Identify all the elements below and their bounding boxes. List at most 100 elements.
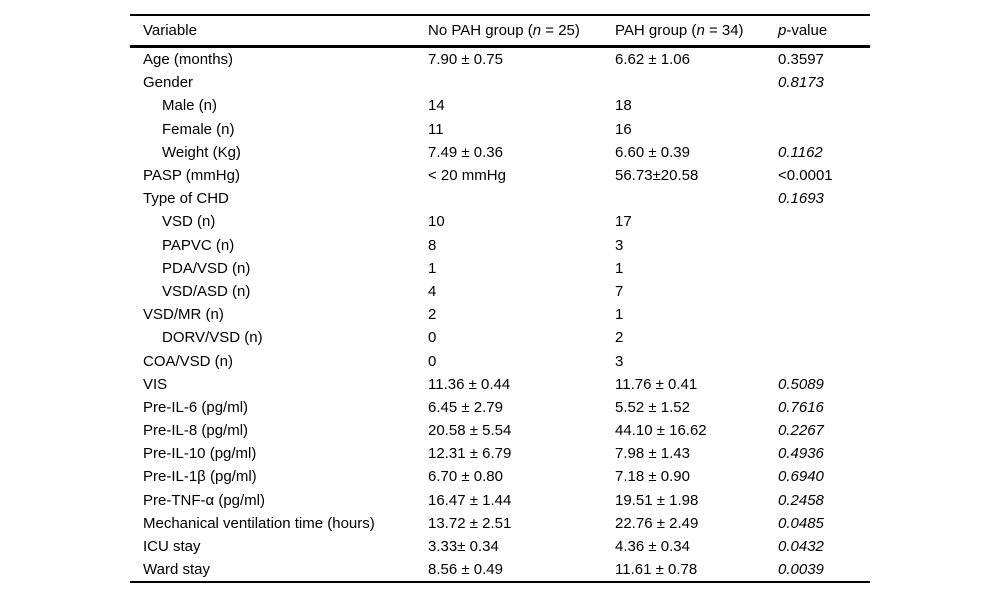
row-pah-value: 7 bbox=[615, 282, 624, 300]
paper-table-container: Variable No PAH group (n = 25) PAH group… bbox=[130, 14, 870, 584]
table-row: VSD (n) 10 17 bbox=[130, 210, 870, 233]
row-p-value: <0.0001 bbox=[778, 167, 833, 185]
row-no-pah-value: 11.36 ± 0.44 bbox=[428, 375, 511, 393]
row-no-pah-value: 8 bbox=[428, 236, 437, 254]
row-variable-label: Pre-IL-8 (pg/ml) bbox=[143, 422, 249, 440]
row-no-pah-value: 13.72 ± 2.51 bbox=[428, 514, 512, 532]
row-variable-label: Ward stay bbox=[143, 561, 210, 579]
table-row: Ward stay 8.56 ± 0.49 11.61 ± 0.78 0.003… bbox=[130, 558, 870, 582]
row-variable-label: Gender bbox=[143, 74, 194, 92]
table-row: Female (n) 11 16 bbox=[130, 118, 870, 141]
row-pah-value: 3 bbox=[615, 236, 624, 254]
row-no-pah-value: 1 bbox=[428, 259, 437, 277]
clinical-comparison-table: Variable No PAH group (n = 25) PAH group… bbox=[130, 14, 870, 584]
row-variable-label: PAPVC (n) bbox=[162, 236, 235, 254]
row-no-pah-value: 11 bbox=[428, 120, 444, 138]
row-pah-value: 4.36 ± 0.34 bbox=[615, 538, 690, 556]
row-no-pah-value: 3.33± 0.34 bbox=[428, 538, 499, 556]
row-pah-value: 16 bbox=[615, 120, 632, 138]
table-row: PDA/VSD (n) 1 1 bbox=[130, 257, 870, 280]
row-no-pah-value: < 20 mmHg bbox=[428, 167, 506, 185]
no-pah-header-text: No PAH group ( bbox=[428, 22, 533, 39]
row-p-value: 0.0485 bbox=[778, 514, 824, 532]
row-pah-value: 1 bbox=[615, 259, 624, 277]
row-pah-value: 56.73±20.58 bbox=[615, 167, 699, 185]
row-variable-label: COA/VSD (n) bbox=[143, 352, 234, 370]
pah-header-count: = 34) bbox=[704, 22, 744, 39]
row-variable-label: Pre-TNF-α (pg/ml) bbox=[143, 491, 265, 509]
row-pah-value: 6.60 ± 0.39 bbox=[615, 143, 690, 161]
row-variable-label: ICU stay bbox=[143, 538, 201, 556]
row-no-pah-value: 7.49 ± 0.36 bbox=[428, 143, 503, 161]
row-p-value bbox=[778, 280, 870, 303]
table-row: Pre-IL-1β (pg/ml) 6.70 ± 0.80 7.18 ± 0.9… bbox=[130, 465, 870, 488]
row-p-value: 0.5089 bbox=[778, 375, 824, 393]
table-row: VSD/ASD (n) 4 7 bbox=[130, 280, 870, 303]
table-body: Age (months) 7.90 ± 0.75 6.62 ± 1.06 0.3… bbox=[130, 47, 870, 583]
row-variable-label: VIS bbox=[143, 375, 168, 393]
row-pah-value: 6.62 ± 1.06 bbox=[615, 51, 690, 69]
row-variable-label: Weight (Kg) bbox=[162, 143, 241, 161]
row-variable-label: VSD/MR (n) bbox=[143, 306, 224, 324]
table-row: VIS 11.36 ± 0.44 11.76 ± 0.41 0.5089 bbox=[130, 373, 870, 396]
row-variable-label: Pre-IL-10 (pg/ml) bbox=[143, 445, 257, 463]
table-row: COA/VSD (n) 0 3 bbox=[130, 349, 870, 372]
row-no-pah-value: 8.56 ± 0.49 bbox=[428, 561, 503, 579]
row-pah-value: 3 bbox=[615, 352, 624, 370]
row-variable-label: DORV/VSD (n) bbox=[162, 329, 263, 347]
row-p-value bbox=[778, 326, 870, 349]
table-row: Type of CHD 0.1693 bbox=[130, 187, 870, 210]
table-row: Weight (Kg) 7.49 ± 0.36 6.60 ± 0.39 0.11… bbox=[130, 141, 870, 164]
row-pah-value: 5.52 ± 1.52 bbox=[615, 398, 690, 416]
row-variable-label: PDA/VSD (n) bbox=[162, 259, 251, 277]
row-pah-value: 18 bbox=[615, 97, 632, 115]
row-variable-label: Mechanical ventilation time (hours) bbox=[143, 514, 375, 532]
row-p-value bbox=[778, 234, 870, 257]
row-no-pah-value: 6.45 ± 2.79 bbox=[428, 398, 503, 416]
column-header-variable: Variable bbox=[130, 15, 428, 48]
table-row: PASP (mmHg) < 20 mmHg 56.73±20.58 <0.000… bbox=[130, 164, 870, 187]
row-no-pah-value: 16.47 ± 1.44 bbox=[428, 491, 512, 509]
row-p-value: 0.3597 bbox=[778, 51, 824, 69]
row-variable-label: Type of CHD bbox=[143, 190, 229, 208]
row-pah-value: 7.18 ± 0.90 bbox=[615, 468, 690, 486]
table-row: Mechanical ventilation time (hours) 13.7… bbox=[130, 512, 870, 535]
row-p-value: 0.1162 bbox=[778, 143, 823, 161]
row-p-value: 0.2458 bbox=[778, 491, 824, 509]
table-row: DORV/VSD (n) 0 2 bbox=[130, 326, 870, 349]
pah-header-n-italic: n bbox=[696, 22, 705, 39]
row-no-pah-value: 20.58 ± 5.54 bbox=[428, 422, 512, 440]
row-no-pah-value: 10 bbox=[428, 213, 445, 231]
table-row: VSD/MR (n) 2 1 bbox=[130, 303, 870, 326]
row-p-value: 0.4936 bbox=[778, 445, 824, 463]
row-p-value: 0.2267 bbox=[778, 422, 824, 440]
table-row: Pre-TNF-α (pg/ml) 16.47 ± 1.44 19.51 ± 1… bbox=[130, 489, 870, 512]
row-variable-label: Male (n) bbox=[162, 97, 218, 115]
row-p-value: 0.1693 bbox=[778, 190, 824, 208]
row-p-value bbox=[778, 257, 870, 280]
table-row: Age (months) 7.90 ± 0.75 6.62 ± 1.06 0.3… bbox=[130, 47, 870, 72]
row-no-pah-value: 14 bbox=[428, 97, 445, 115]
row-p-value: 0.7616 bbox=[778, 398, 824, 416]
header-row: Variable No PAH group (n = 25) PAH group… bbox=[130, 15, 870, 48]
row-p-value bbox=[778, 94, 870, 117]
row-variable-label: Pre-IL-1β (pg/ml) bbox=[143, 468, 257, 486]
row-p-value: 0.6940 bbox=[778, 468, 824, 486]
row-p-value: 0.0039 bbox=[778, 561, 824, 579]
row-pah-value: 44.10 ± 16.62 bbox=[615, 422, 707, 440]
column-header-p-value: p-value bbox=[778, 15, 870, 48]
row-pah-value: 19.51 ± 1.98 bbox=[615, 491, 699, 509]
row-p-value bbox=[778, 349, 870, 372]
table-row: PAPVC (n) 8 3 bbox=[130, 234, 870, 257]
row-p-value bbox=[778, 303, 870, 326]
row-no-pah-value: 12.31 ± 6.79 bbox=[428, 445, 512, 463]
row-pah-value bbox=[615, 187, 778, 210]
row-no-pah-value: 4 bbox=[428, 282, 437, 300]
p-value-header-p-italic: p bbox=[778, 22, 787, 39]
p-value-header-text: -value bbox=[786, 22, 828, 39]
row-variable-label: Female (n) bbox=[162, 120, 235, 138]
row-pah-value bbox=[615, 71, 778, 94]
table-row: Pre-IL-6 (pg/ml) 6.45 ± 2.79 5.52 ± 1.52… bbox=[130, 396, 870, 419]
row-variable-label: Pre-IL-6 (pg/ml) bbox=[143, 398, 249, 416]
row-no-pah-value: 0 bbox=[428, 329, 437, 347]
